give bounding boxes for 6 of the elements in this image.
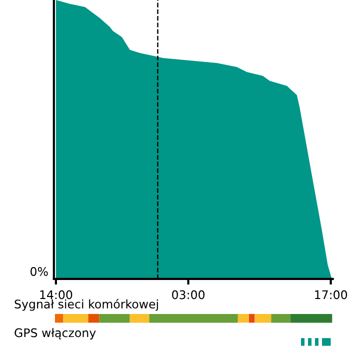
text: Sygnał sieci komórkowej — [14, 298, 158, 311]
text: 0% — [30, 267, 48, 276]
x-tick-label: 14:00 — [40, 290, 72, 300]
x-tick-label: 03:00 — [172, 290, 205, 300]
x-tick-label: 17:00 — [315, 290, 348, 300]
text: GPS włączony — [14, 328, 96, 340]
